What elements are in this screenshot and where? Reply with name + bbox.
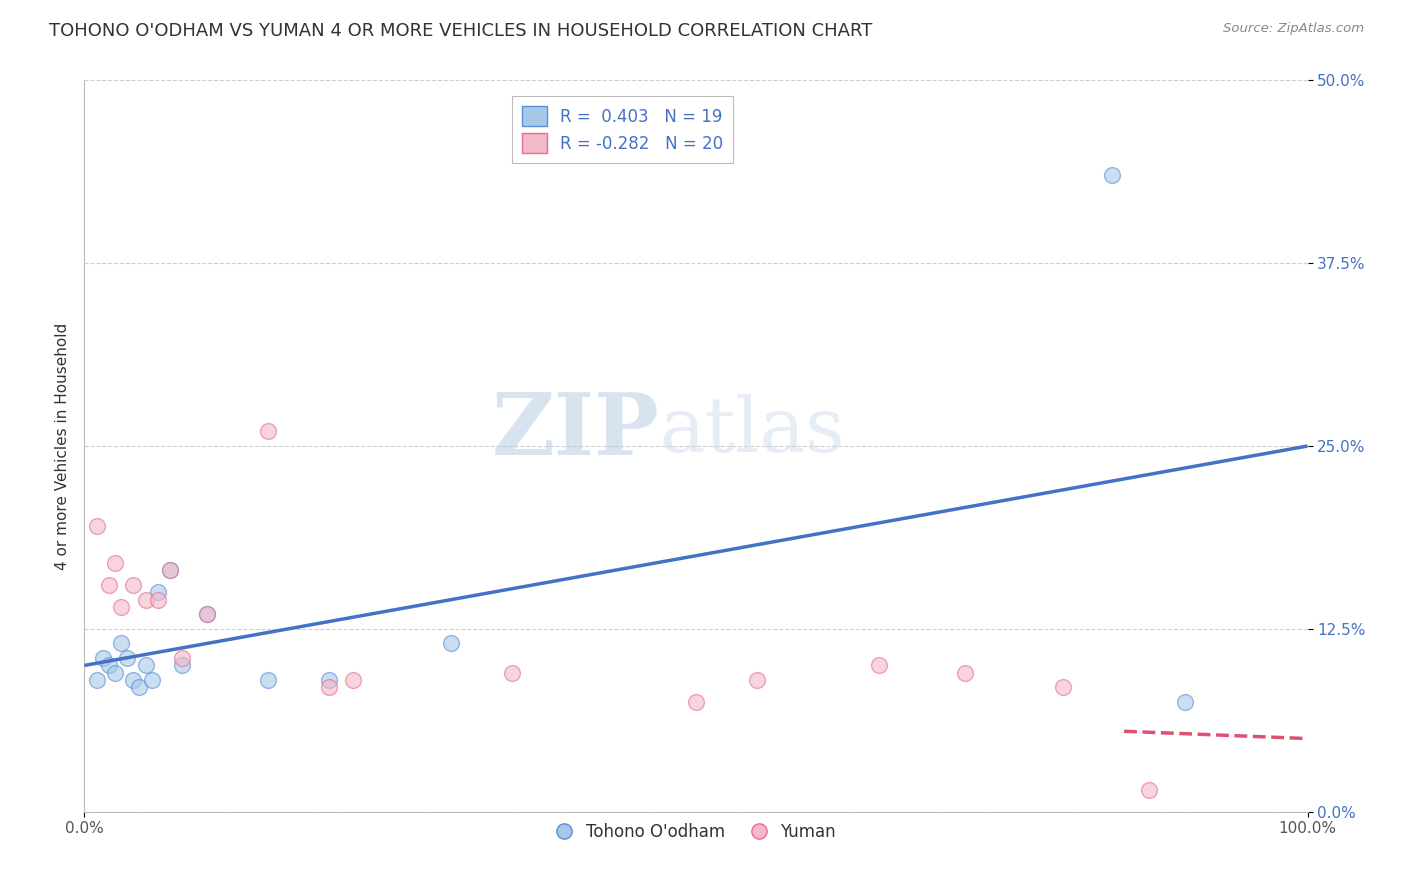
Point — [122, 673, 145, 687]
Point — [1137, 782, 1160, 797]
Point — [135, 592, 157, 607]
Point — [257, 673, 280, 687]
Point — [195, 607, 218, 622]
Point — [86, 673, 108, 687]
Point — [146, 585, 169, 599]
Text: ZIP: ZIP — [492, 390, 659, 474]
Point — [110, 636, 132, 650]
Point — [342, 673, 364, 687]
Point — [110, 599, 132, 614]
Point — [135, 658, 157, 673]
Point — [122, 578, 145, 592]
Point — [318, 673, 340, 687]
Text: Source: ZipAtlas.com: Source: ZipAtlas.com — [1223, 22, 1364, 36]
Point — [115, 651, 138, 665]
Point — [104, 556, 127, 570]
Point — [159, 563, 181, 577]
Legend: Tohono O'odham, Yuman: Tohono O'odham, Yuman — [550, 816, 842, 847]
Point — [502, 665, 524, 680]
Point — [97, 578, 120, 592]
Point — [1052, 681, 1074, 695]
Point — [172, 658, 194, 673]
Point — [91, 651, 114, 665]
Point — [1101, 169, 1123, 183]
Point — [685, 695, 707, 709]
Point — [953, 665, 976, 680]
Point — [146, 592, 169, 607]
Point — [159, 563, 181, 577]
Point — [747, 673, 769, 687]
Point — [128, 681, 150, 695]
Point — [440, 636, 463, 650]
Point — [104, 665, 127, 680]
Point — [86, 519, 108, 533]
Point — [195, 607, 218, 622]
Point — [141, 673, 163, 687]
Point — [257, 425, 280, 439]
Point — [97, 658, 120, 673]
Point — [318, 681, 340, 695]
Point — [869, 658, 891, 673]
Point — [1174, 695, 1197, 709]
Y-axis label: 4 or more Vehicles in Household: 4 or more Vehicles in Household — [55, 322, 70, 570]
Text: TOHONO O'ODHAM VS YUMAN 4 OR MORE VEHICLES IN HOUSEHOLD CORRELATION CHART: TOHONO O'ODHAM VS YUMAN 4 OR MORE VEHICL… — [49, 22, 873, 40]
Point — [172, 651, 194, 665]
Text: atlas: atlas — [659, 394, 845, 468]
